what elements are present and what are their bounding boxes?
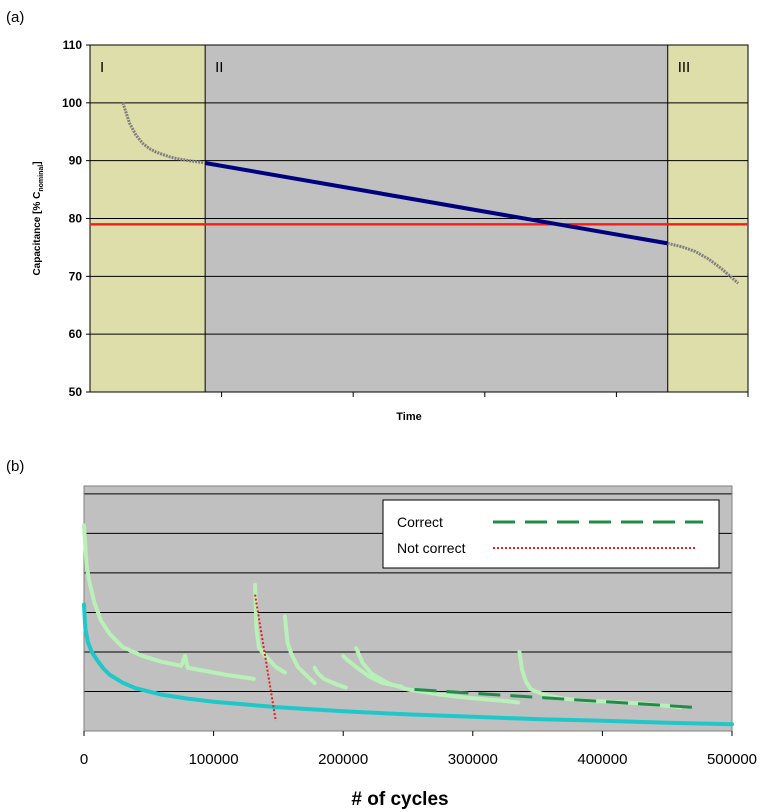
panel-label-a: (a) [6,9,25,26]
xlabel-a: Time [396,411,421,423]
ylabel-a: Capacitance [% Cnominal] [32,161,45,275]
series-b-1 [82,602,734,727]
xtick-label-b-4: 400000 [577,751,627,768]
legend-label-correct: Correct [397,514,443,530]
xlabel-b: # of cycles [351,789,448,810]
plot-frame-a [89,44,749,393]
panel-label-b: (b) [6,458,25,475]
series-b-2 [82,523,256,681]
ytick-label-a-4: 90 [69,154,83,168]
xtick-label-b-5: 500000 [707,751,757,768]
xtick-label-b-0: 0 [80,751,88,768]
ytick-label-a-2: 70 [69,269,83,283]
series-b-10 [254,594,277,722]
ytick-label-a-1: 60 [69,327,83,341]
series-b-5 [312,665,348,690]
ytick-label-a-6: 110 [63,38,83,52]
series-a-3 [667,241,740,285]
region-label-1: I [100,59,104,76]
region-label-3: III [678,59,691,76]
xtick-label-b-2: 200000 [318,751,368,768]
ytick-label-a-0: 50 [69,385,83,399]
legend-label-not-correct: Not correct [397,540,466,556]
series-b-7 [354,646,521,705]
region-label-2: II [215,59,223,76]
series-a-2 [204,161,669,246]
ytick-label-a-3: 80 [69,212,83,226]
xtick-label-b-1: 100000 [189,751,239,768]
xtick-label-b-3: 300000 [448,751,498,768]
series-b-4 [282,614,317,686]
legend-box [382,499,720,569]
series-b-9 [414,688,694,709]
series-b-3 [253,582,287,675]
ytick-label-a-5: 100 [62,96,82,110]
